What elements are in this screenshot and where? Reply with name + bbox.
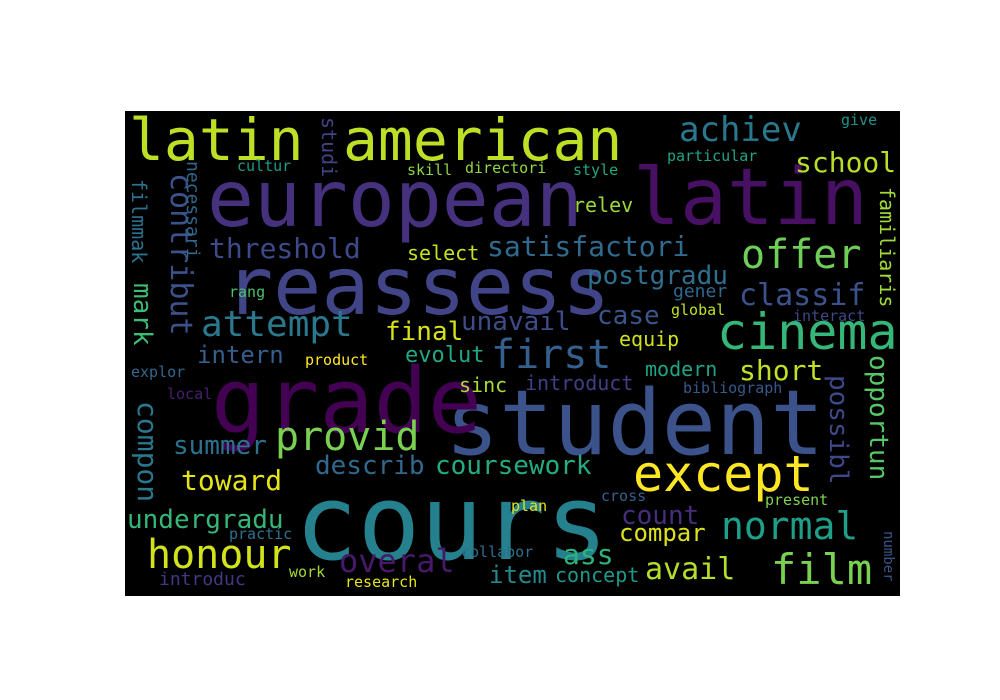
word-honour: honour <box>147 532 292 578</box>
word-cinema: cinema <box>717 303 898 361</box>
word-first: first <box>491 332 612 378</box>
word-necessari: necessari <box>182 161 203 259</box>
word-modern: modern <box>645 357 718 381</box>
word-filmmak: filmmak <box>127 179 151 264</box>
word-item: item <box>489 561 547 589</box>
word-normal: normal <box>721 504 859 548</box>
word-coursework: coursework <box>435 451 592 481</box>
word-student: student <box>445 371 825 476</box>
word-opportun: opportun <box>863 355 893 481</box>
word-global: global <box>671 301 726 319</box>
word-unavail: unavail <box>461 307 571 337</box>
word-american: american <box>343 111 623 174</box>
word-collabor: collabor <box>461 543 534 561</box>
word-cours: cours <box>295 462 609 584</box>
word-summer: summer <box>173 431 267 461</box>
word-rang: rang <box>229 283 266 301</box>
word-attempt: attempt <box>201 304 353 345</box>
word-except: except <box>633 445 814 503</box>
word-plan: plan <box>511 497 548 515</box>
word-european: european <box>207 155 583 245</box>
word-introduc: introduc <box>159 569 246 590</box>
word-local: local <box>167 385 213 403</box>
word-film: film <box>771 545 873 594</box>
word-research: research <box>345 573 418 591</box>
word-relev: relev <box>573 193 634 217</box>
word-style: style <box>573 161 619 179</box>
word-final: final <box>385 317 464 347</box>
word-work: work <box>289 563 326 581</box>
word-possibl: possibl <box>823 375 853 485</box>
word-undergradu: undergradu <box>127 505 284 535</box>
word-number: number <box>880 531 896 582</box>
word-gener: gener <box>673 281 728 302</box>
word-particular: particular <box>667 147 758 165</box>
word-introduct: introduct <box>525 371 634 395</box>
word-studi: studi <box>317 117 341 178</box>
word-postgradu: postgradu <box>587 261 728 291</box>
word-toward: toward <box>181 464 283 497</box>
word-classif: classif <box>739 278 866 313</box>
word-interact: interact <box>793 307 866 325</box>
word-sinc: sinc <box>459 373 508 397</box>
word-grade: grade <box>211 349 482 454</box>
word-mark: mark <box>127 283 157 346</box>
word-school: school <box>795 146 897 179</box>
word-case: case <box>597 301 660 331</box>
word-cultur: cultur <box>237 157 292 175</box>
word-latin-large: latin <box>633 153 868 243</box>
word-achiev: achiev <box>679 111 802 150</box>
word-familiaris: familiaris <box>875 187 899 308</box>
word-directori: directori <box>465 159 547 177</box>
word-avail: avail <box>645 552 736 587</box>
word-provid: provid <box>275 414 420 460</box>
word-short: short <box>739 354 824 387</box>
word-compar: compar <box>619 519 706 547</box>
word-contribut: contribut <box>163 173 198 336</box>
word-threshold: threshold <box>209 232 361 265</box>
word-present: present <box>765 491 829 509</box>
word-describ: describ <box>315 451 425 481</box>
word-concept: concept <box>555 563 640 587</box>
word-reassess: reassess <box>225 240 611 333</box>
word-practic: practic <box>229 525 293 543</box>
word-satisfactori: satisfactori <box>487 230 690 263</box>
word-bibliograph: bibliograph <box>683 379 783 397</box>
word-compon: compon <box>131 401 164 503</box>
word-cloud: cours student grade european latin reass… <box>125 111 900 596</box>
word-product: product <box>305 351 369 369</box>
word-cross: cross <box>601 487 647 505</box>
word-select: select <box>407 241 480 265</box>
word-give: give <box>841 111 878 129</box>
word-equip: equip <box>619 327 680 351</box>
word-intern: intern <box>197 341 284 369</box>
word-evolut: evolut <box>405 343 485 368</box>
word-skill: skill <box>407 161 453 179</box>
word-ass: ass <box>563 538 614 571</box>
word-latin: latin <box>129 111 304 174</box>
word-explor: explor <box>131 363 186 381</box>
word-offer: offer <box>741 232 862 278</box>
word-count: count <box>621 501 700 531</box>
word-overal: overal <box>339 542 455 580</box>
